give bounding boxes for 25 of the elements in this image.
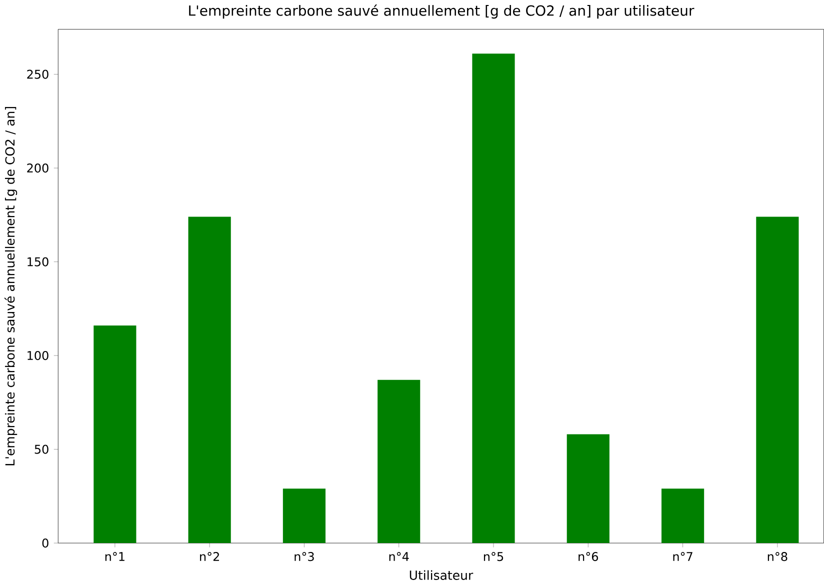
x-tick-label: n°4 — [389, 552, 409, 561]
bar — [378, 380, 420, 543]
y-axis-title: L'empreinte carbone sauvé annuellement [g de CO2 / an] — [4, 106, 18, 465]
x-tick-label: n°8 — [768, 552, 788, 561]
x-tick-label: n°2 — [200, 552, 219, 561]
x-tick-label: n°7 — [673, 552, 692, 561]
bar — [94, 325, 136, 543]
x-tick-label: n°6 — [578, 552, 598, 561]
y-tick-label: 0 — [42, 538, 48, 548]
y-tick-label: 200 — [27, 163, 48, 172]
chart-title: L'empreinte carbone sauvé annuellement [g de CO2 / an] par utilisateur — [189, 4, 694, 18]
bar — [282, 488, 326, 543]
y-tick-label: 50 — [34, 444, 48, 454]
y-tick-label: 100 — [28, 350, 48, 360]
x-tick-label: n°1 — [105, 552, 124, 561]
bar — [756, 216, 799, 543]
bar — [472, 53, 515, 543]
x-axis-title: Utilisateur — [410, 570, 474, 580]
bar — [661, 488, 704, 543]
y-tick-label: 150 — [28, 257, 48, 266]
x-tick-label: n°5 — [484, 552, 504, 561]
bar — [188, 216, 231, 543]
bar — [566, 434, 610, 543]
y-tick-label: 250 — [27, 70, 48, 79]
x-tick-label: n°3 — [294, 552, 314, 561]
